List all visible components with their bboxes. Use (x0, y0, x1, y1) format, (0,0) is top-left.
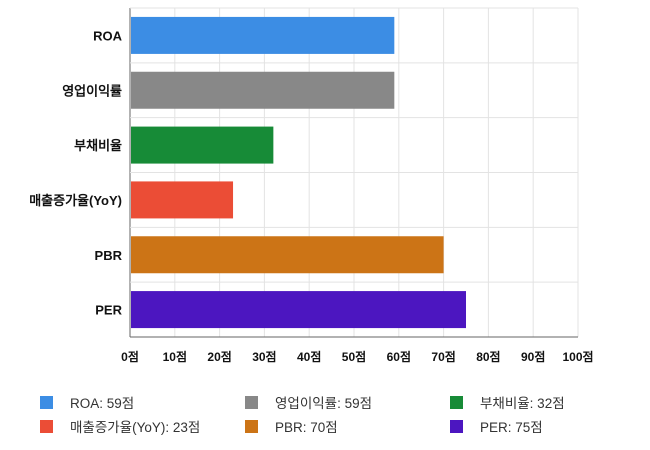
legend-swatch-sales-growth (40, 419, 53, 433)
x-tick-label: 50점 (342, 349, 366, 364)
bar (131, 181, 234, 219)
legend-item-operating-margin: 영업이익률: 59점 (245, 392, 372, 412)
chart-bars (131, 16, 466, 329)
x-tick-label: 60점 (387, 349, 411, 364)
category-label: 영업이익률 (62, 83, 122, 98)
legend-swatch-roa (40, 395, 53, 409)
legend-swatch-per (450, 419, 463, 433)
x-tick-label: 30점 (252, 349, 276, 364)
legend-item-debt-ratio: 부채비율: 32점 (450, 392, 565, 412)
chart-grid (129, 7, 579, 338)
legend-label-per: PER: 75점 (480, 420, 543, 435)
legend-swatch-operating-margin (245, 395, 258, 409)
x-tick-label: 40점 (297, 349, 321, 364)
legend-item-roa: ROA: 59점 (40, 392, 134, 412)
x-tick-label: 100점 (562, 349, 593, 364)
x-tick-label: 70점 (431, 349, 455, 364)
bar (131, 16, 395, 54)
category-label: 부채비율 (74, 138, 122, 153)
legend-swatch-debt-ratio (450, 395, 463, 409)
legend-label-roa: ROA: 59점 (70, 396, 135, 411)
category-label: PBR (95, 248, 123, 263)
x-tick-label: 0점 (121, 349, 139, 364)
bar (131, 126, 274, 164)
bar (131, 291, 466, 329)
legend-swatch-pbr (245, 419, 258, 433)
category-label: PER (95, 303, 122, 318)
category-label: 매출증가율(YoY) (29, 193, 122, 208)
legend-label-sales-growth: 매출증가율(YoY): 23점 (70, 420, 201, 435)
legend-label-debt-ratio: 부채비율: 32점 (480, 396, 565, 411)
legend-label-operating-margin: 영업이익률: 59점 (275, 396, 373, 411)
x-tick-label: 20점 (207, 349, 231, 364)
x-tick-label: 90점 (521, 349, 545, 364)
x-tick-labels: 0점 10점 20점 30점 40점 50점 60점 70점 80점 90점 100점 (121, 349, 593, 364)
x-tick-label: 10점 (163, 349, 187, 364)
category-label: ROA (93, 28, 123, 43)
bar (131, 71, 395, 109)
legend-item-per: PER: 75점 (450, 416, 543, 436)
legend-item-pbr: PBR: 70점 (245, 416, 338, 436)
legend-item-sales-growth: 매출증가율(YoY): 23점 (40, 416, 200, 436)
x-tick-label: 80점 (476, 349, 500, 364)
legend-label-pbr: PBR: 70점 (275, 420, 338, 435)
bar (131, 236, 444, 274)
